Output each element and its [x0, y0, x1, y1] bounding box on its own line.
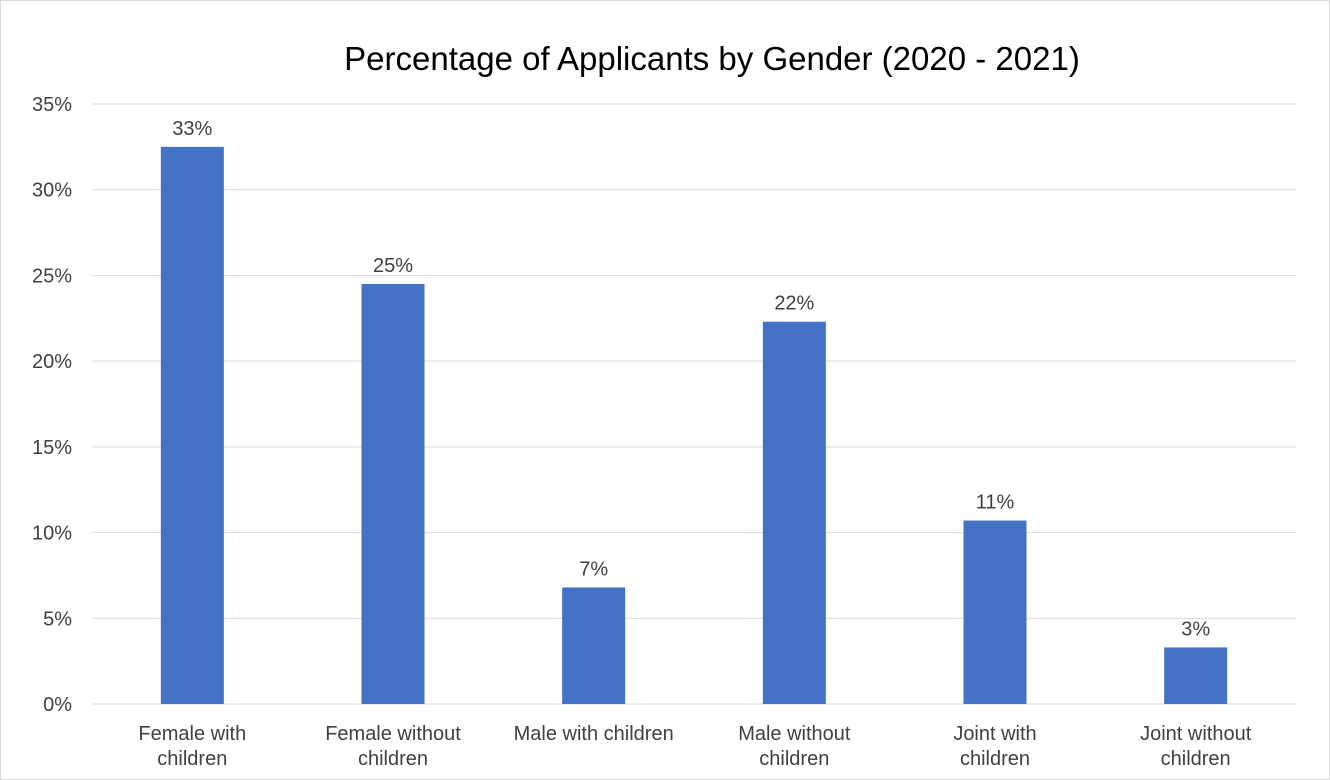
x-category-label: Female without children [325, 723, 461, 770]
y-tick-label: 35% [32, 94, 72, 116]
bar [963, 520, 1027, 704]
bar [562, 587, 626, 704]
y-tick-label: 15% [32, 437, 72, 459]
bars [160, 146, 1228, 704]
bar [1164, 647, 1228, 704]
bar [160, 146, 224, 704]
y-tick-label: 10% [32, 523, 72, 545]
data-label: 11% [976, 492, 1015, 514]
data-label: 22% [774, 293, 814, 315]
x-category-label: Joint without children [1140, 723, 1252, 770]
y-axis-ticks: 0% 5% 10% 15% 20% 25% 30% 35% [32, 94, 72, 716]
y-tick-label: 0% [43, 694, 72, 716]
data-label: 33% [172, 118, 212, 140]
x-category-label: Male with children [514, 723, 674, 745]
data-label: 7% [579, 558, 608, 580]
x-category-label: Male without children [738, 723, 851, 770]
bar [361, 284, 425, 704]
data-label: 25% [373, 255, 413, 277]
bar [762, 321, 826, 704]
y-tick-label: 5% [43, 608, 72, 630]
y-tick-label: 30% [32, 180, 72, 202]
x-category-label: Female with children [138, 723, 246, 770]
x-category-label: Joint with children [953, 723, 1036, 770]
y-tick-label: 20% [32, 351, 72, 373]
y-tick-label: 25% [32, 265, 72, 287]
data-label: 3% [1181, 618, 1210, 640]
x-axis-categories: Female with children Female without childre… [138, 723, 1251, 770]
data-labels: 33% 25% 7% 22% 11% 3% [172, 118, 1210, 641]
gridlines [92, 103, 1296, 705]
chart-title: Percentage of Applicants by Gender (2020… [344, 40, 1080, 77]
